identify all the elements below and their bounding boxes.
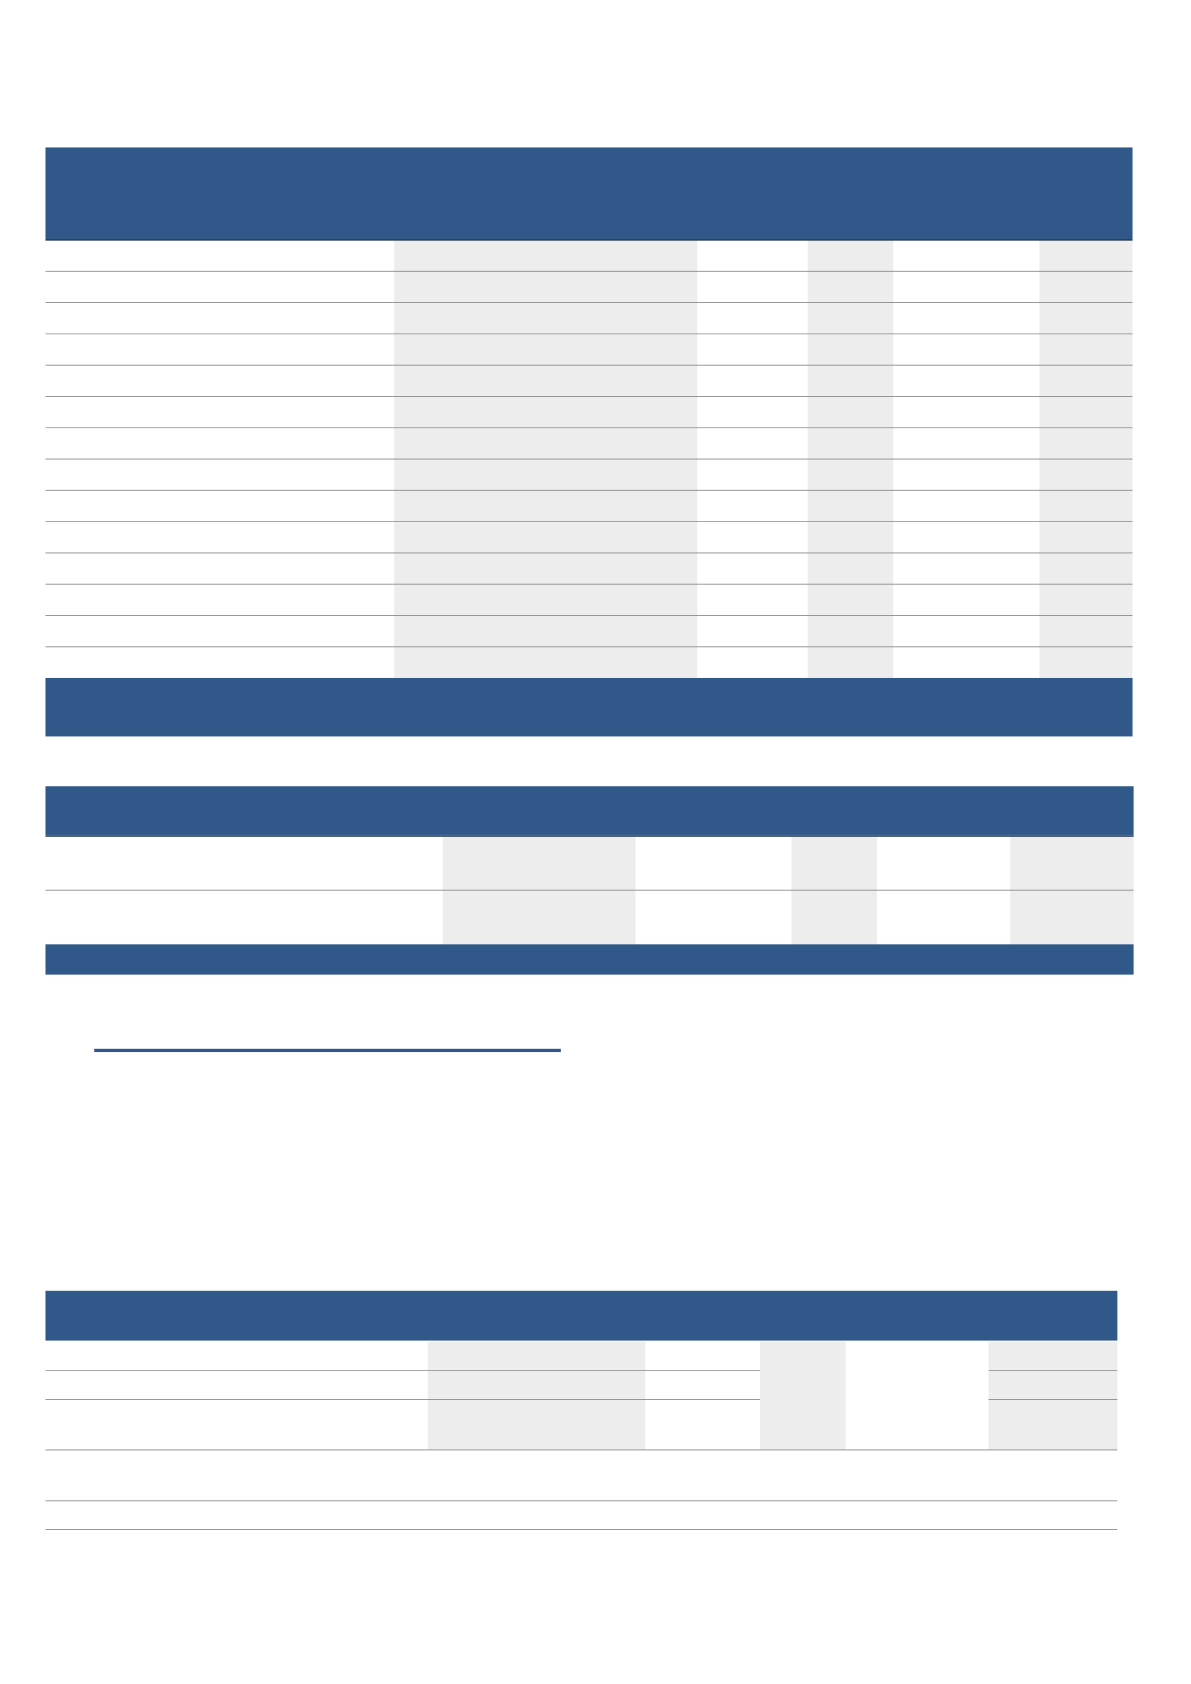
table-header: [45, 786, 1134, 835]
shaded-column: [427, 1341, 646, 1450]
shaded-merged-cell: [760, 1341, 846, 1450]
table-header: [45, 147, 1133, 240]
table-footer: [45, 944, 1134, 975]
section-underline: [94, 1048, 561, 1053]
table-footer: [45, 677, 1133, 737]
shaded-column: [988, 1341, 1118, 1450]
table-header: [45, 1290, 1118, 1341]
